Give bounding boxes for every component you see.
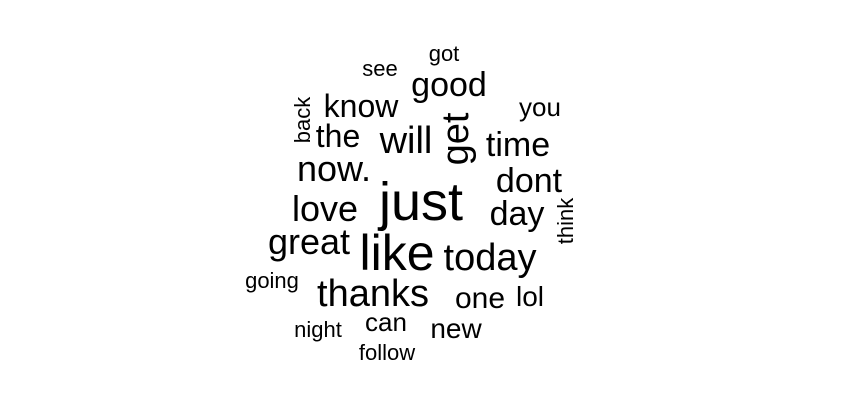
cloud-word: back: [290, 96, 315, 143]
cloud-word: just: [377, 172, 463, 232]
cloud-word: know: [324, 88, 400, 124]
cloud-word: now.: [297, 148, 371, 189]
cloud-word: can: [365, 307, 407, 337]
cloud-word: day: [490, 195, 545, 233]
cloud-word: today: [444, 237, 537, 279]
cloud-word: get: [435, 112, 477, 165]
cloud-word: one: [455, 282, 505, 315]
cloud-word: lol: [516, 281, 544, 312]
cloud-word: love: [292, 188, 358, 229]
cloud-word: dont: [496, 162, 563, 200]
cloud-word: will: [379, 120, 433, 162]
cloud-word: think: [553, 197, 578, 244]
cloud-word: you: [519, 92, 561, 122]
cloud-word: new: [430, 313, 482, 344]
cloud-word: see: [362, 56, 397, 81]
cloud-word: great: [268, 221, 350, 262]
cloud-word: night: [294, 317, 342, 342]
cloud-word: like: [359, 225, 434, 281]
cloud-word: good: [411, 66, 487, 104]
cloud-word: going: [245, 268, 299, 293]
cloud-word: time: [486, 126, 550, 164]
cloud-word: got: [429, 41, 460, 66]
cloud-word: follow: [359, 340, 415, 365]
cloud-word: thanks: [317, 273, 429, 315]
cloud-word: the: [316, 118, 360, 154]
